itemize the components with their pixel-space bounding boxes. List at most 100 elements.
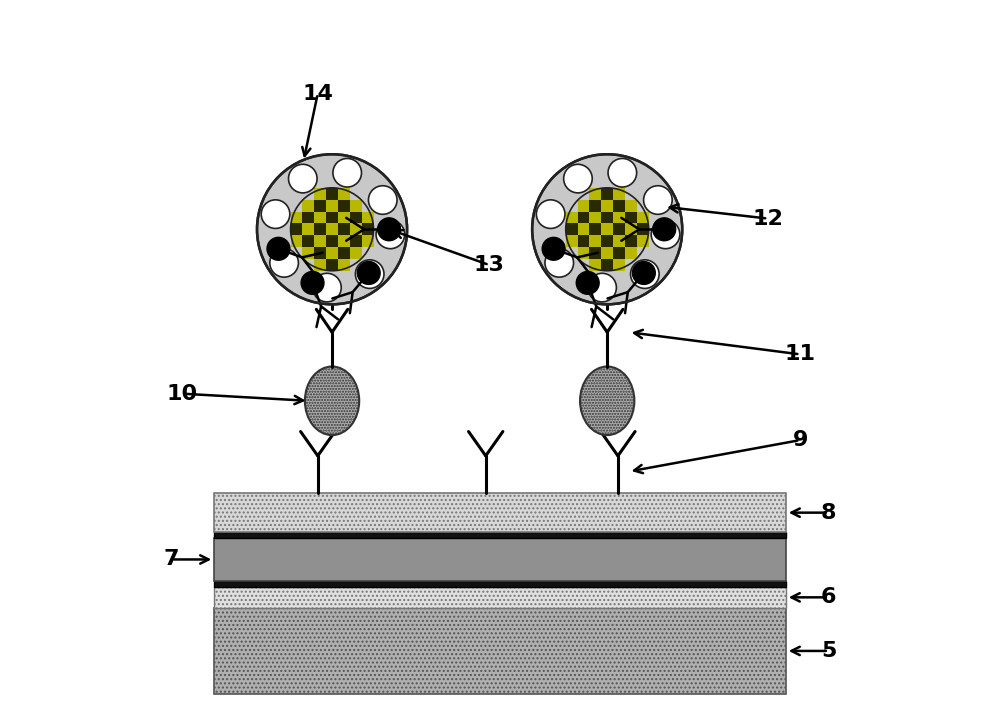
Bar — [302, 200, 314, 212]
Bar — [326, 247, 338, 259]
Bar — [613, 188, 625, 200]
Bar — [566, 235, 578, 247]
Text: 7: 7 — [164, 549, 179, 570]
Circle shape — [651, 220, 680, 249]
Bar — [601, 188, 613, 200]
Bar — [613, 212, 625, 223]
Circle shape — [564, 164, 592, 193]
Bar — [578, 223, 589, 235]
Bar — [625, 247, 637, 259]
Bar — [362, 212, 374, 223]
Bar — [578, 200, 589, 212]
Bar — [338, 235, 350, 247]
Bar — [350, 223, 362, 235]
Circle shape — [545, 249, 574, 277]
Circle shape — [536, 200, 565, 228]
Bar — [214, 493, 786, 532]
Bar — [338, 212, 350, 223]
Bar — [601, 200, 613, 212]
Bar — [601, 235, 613, 247]
Bar — [601, 247, 613, 259]
Ellipse shape — [580, 367, 634, 435]
Bar — [291, 235, 302, 247]
Bar — [613, 259, 625, 270]
Bar — [214, 581, 786, 586]
Bar — [362, 235, 374, 247]
Circle shape — [644, 186, 672, 214]
Bar — [625, 212, 637, 223]
Circle shape — [542, 237, 565, 260]
Bar — [338, 200, 350, 212]
Text: 5: 5 — [821, 641, 836, 661]
Bar — [314, 259, 326, 270]
Bar — [637, 235, 649, 247]
Circle shape — [288, 164, 317, 193]
Bar — [326, 259, 338, 270]
Bar — [601, 212, 613, 223]
Bar — [291, 212, 302, 223]
Bar — [625, 235, 637, 247]
Text: 6: 6 — [821, 587, 836, 607]
Circle shape — [608, 158, 637, 187]
Bar — [302, 247, 314, 259]
Bar — [214, 538, 786, 581]
Bar — [578, 235, 589, 247]
Circle shape — [632, 262, 655, 284]
Bar — [613, 200, 625, 212]
Bar — [613, 235, 625, 247]
Bar — [214, 532, 786, 538]
Circle shape — [653, 218, 676, 241]
Bar — [326, 212, 338, 223]
Circle shape — [261, 200, 290, 228]
Bar — [350, 235, 362, 247]
Circle shape — [267, 237, 290, 260]
Circle shape — [576, 271, 599, 294]
Bar — [214, 608, 786, 694]
Circle shape — [270, 249, 298, 277]
Text: 11: 11 — [785, 344, 816, 364]
Bar — [326, 223, 338, 235]
Bar — [362, 223, 374, 235]
Bar — [338, 247, 350, 259]
Bar — [291, 223, 302, 235]
Circle shape — [376, 220, 405, 249]
Bar — [350, 200, 362, 212]
Bar — [338, 188, 350, 200]
Circle shape — [631, 260, 659, 288]
Bar — [589, 247, 601, 259]
Bar — [625, 200, 637, 212]
Bar — [314, 247, 326, 259]
Circle shape — [378, 218, 401, 241]
Bar — [302, 235, 314, 247]
Ellipse shape — [305, 367, 359, 435]
Bar — [314, 235, 326, 247]
Bar — [578, 247, 589, 259]
Bar — [350, 247, 362, 259]
Bar — [314, 212, 326, 223]
Circle shape — [588, 273, 616, 302]
Bar — [314, 188, 326, 200]
Bar — [589, 259, 601, 270]
Circle shape — [368, 186, 397, 214]
Bar — [637, 223, 649, 235]
Bar — [326, 188, 338, 200]
Bar — [589, 200, 601, 212]
Circle shape — [333, 158, 361, 187]
Circle shape — [301, 271, 324, 294]
Bar — [326, 200, 338, 212]
Text: 14: 14 — [302, 83, 333, 103]
Bar — [338, 259, 350, 270]
Bar — [578, 212, 589, 223]
Bar — [566, 223, 578, 235]
Bar — [589, 235, 601, 247]
Circle shape — [313, 273, 341, 302]
Text: 10: 10 — [166, 384, 198, 403]
Bar — [302, 223, 314, 235]
Bar — [314, 200, 326, 212]
Bar — [589, 212, 601, 223]
Bar — [326, 235, 338, 247]
Bar — [302, 212, 314, 223]
Circle shape — [357, 262, 380, 284]
Bar — [589, 188, 601, 200]
Text: 13: 13 — [474, 255, 505, 275]
